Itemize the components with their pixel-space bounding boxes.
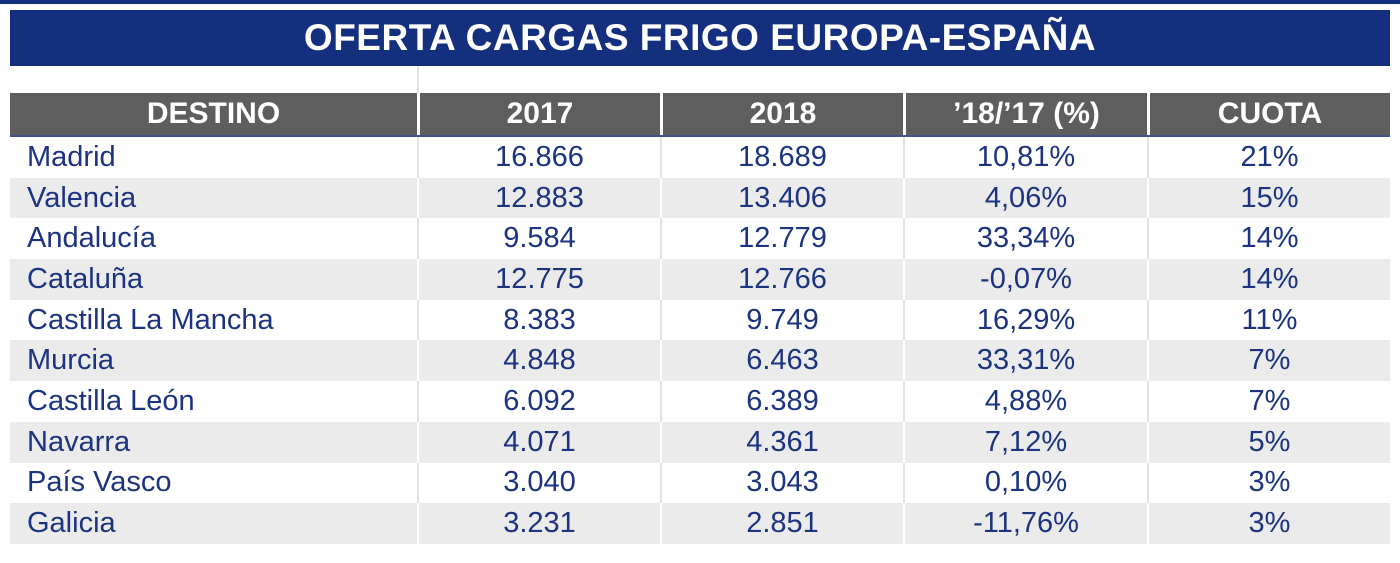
table-row-catalu-a: Cataluña 12.775 12.766 -0,07% 14%: [10, 259, 1390, 300]
column-header-cuota: CUOTA: [1147, 93, 1390, 135]
table-cell: Navarra: [27, 425, 131, 458]
table-cell: 7,12%: [903, 421, 1147, 463]
table-cell: 3.043: [660, 462, 903, 504]
table-cell: Cataluña: [27, 262, 144, 295]
table-cell: 12.766: [660, 259, 903, 300]
table-cell: 12.775: [417, 259, 660, 300]
table-cell: 4,06%: [903, 177, 1147, 219]
column-header-destino: DESTINO: [146, 97, 281, 130]
title-header-gap: [10, 66, 1390, 93]
table-cell: Madrid: [27, 140, 116, 173]
table-cell: 14%: [1147, 218, 1390, 260]
table-cell: 16.866: [417, 137, 660, 178]
table-cell: 9.584: [417, 218, 660, 260]
table-cell: 13.406: [660, 177, 903, 219]
table-cell: Andalucía: [27, 222, 156, 255]
freight-offer-table: OFERTA CARGAS FRIGO EUROPA-ESPAÑA DESTIN…: [10, 10, 1390, 544]
table-cell: 6.463: [660, 340, 903, 382]
table-cell: 18.689: [660, 137, 903, 178]
table-cell: 3.231: [417, 503, 660, 544]
column-divider-line: [417, 66, 419, 93]
table-cell: Castilla La Mancha: [27, 303, 274, 336]
table-cell: 7%: [1147, 381, 1390, 422]
column-header-2018: 2018: [660, 93, 903, 135]
table-cell: 12.779: [660, 218, 903, 260]
table-row-castilla-le-n: Castilla León 6.092 6.389 4,88% 7%: [10, 381, 1390, 422]
table-cell: Castilla León: [27, 384, 195, 417]
table-cell: 3%: [1147, 503, 1390, 544]
table-cell: 8.383: [417, 299, 660, 341]
table-row-murcia: Murcia 4.848 6.463 33,31% 7%: [10, 340, 1390, 382]
table-cell: 16,29%: [903, 299, 1147, 341]
table-cell: 33,31%: [903, 340, 1147, 382]
table-title: OFERTA CARGAS FRIGO EUROPA-ESPAÑA: [10, 10, 1390, 66]
table-cell: 5%: [1147, 421, 1390, 463]
table-header-row: DESTINO 2017 2018’18/’17 (%) CUOTA: [10, 93, 1390, 137]
table-row-madrid: Madrid 16.866 18.689 10,81% 21%: [10, 137, 1390, 178]
table-cell: 2.851: [660, 503, 903, 544]
table-cell: -11,76%: [903, 503, 1147, 544]
table-cell: 4,88%: [903, 381, 1147, 422]
column-header-18-17: ’18/’17 (%): [903, 93, 1147, 135]
table-cell: 3%: [1147, 462, 1390, 504]
table-cell: 4.848: [417, 340, 660, 382]
table-body: Madrid 16.866 18.689 10,81% 21% Valencia 12.88…: [10, 137, 1390, 544]
table-cell: 0,10%: [903, 462, 1147, 504]
table-cell: Galicia: [27, 507, 116, 540]
table-cell: 4.071: [417, 421, 660, 463]
table-cell: 15%: [1147, 177, 1390, 219]
table-cell: 4.361: [660, 421, 903, 463]
top-border-line: [0, 0, 1400, 4]
table-cell: 9.749: [660, 299, 903, 341]
table-row-andaluc-a: Andalucía 9.584 12.779 33,34% 14%: [10, 218, 1390, 260]
table-cell: 14%: [1147, 259, 1390, 300]
table-row-pa-s-vasco: País Vasco 3.040 3.043 0,10% 3%: [10, 462, 1390, 504]
table-row-galicia: Galicia 3.231 2.851 -11,76% 3%: [10, 503, 1390, 544]
table-cell: 11%: [1147, 299, 1390, 341]
table-cell: País Vasco: [27, 466, 172, 499]
table-cell: 33,34%: [903, 218, 1147, 260]
table-cell: 6.389: [660, 381, 903, 422]
table-row-valencia: Valencia 12.883 13.406 4,06% 15%: [10, 177, 1390, 219]
column-header-2017: 2017: [417, 93, 660, 135]
table-cell: Murcia: [27, 344, 115, 377]
table-cell: 3.040: [417, 462, 660, 504]
table-cell: 10,81%: [903, 137, 1147, 178]
table-row-castilla-la-mancha: Castilla La Mancha 8.383 9.749 16,29% 11%: [10, 299, 1390, 341]
table-cell: -0,07%: [903, 259, 1147, 300]
table-row-navarra: Navarra 4.071 4.361 7,12% 5%: [10, 421, 1390, 463]
table-cell: 21%: [1147, 137, 1390, 178]
table-cell: 6.092: [417, 381, 660, 422]
table-cell: 7%: [1147, 340, 1390, 382]
table-cell: Valencia: [27, 181, 137, 214]
table-cell: 12.883: [417, 177, 660, 219]
